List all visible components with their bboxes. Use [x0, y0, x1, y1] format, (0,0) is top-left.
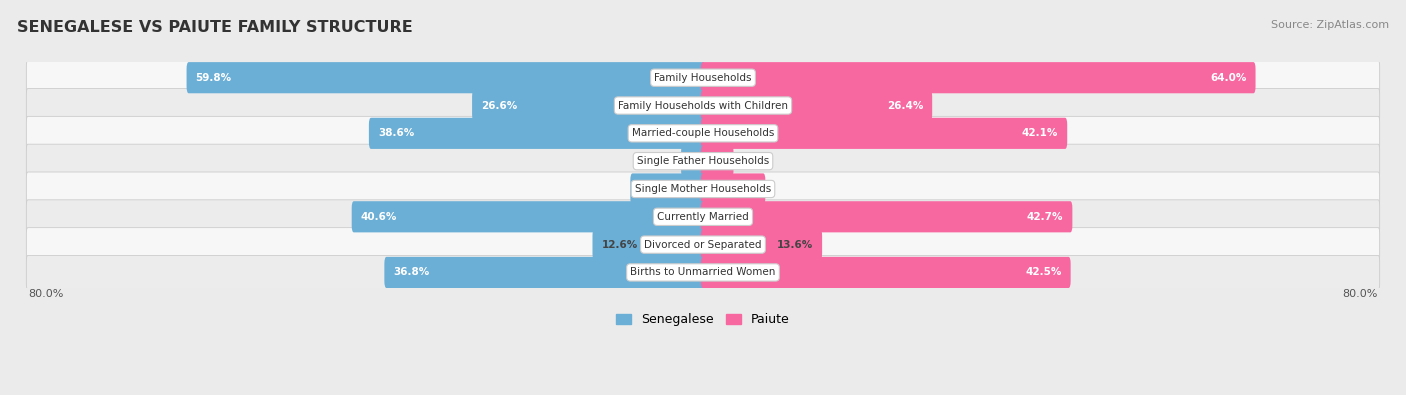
Text: Family Households with Children: Family Households with Children — [619, 100, 787, 111]
FancyBboxPatch shape — [27, 61, 1379, 95]
FancyBboxPatch shape — [700, 90, 932, 121]
Text: Currently Married: Currently Married — [657, 212, 749, 222]
FancyBboxPatch shape — [700, 146, 734, 177]
FancyBboxPatch shape — [700, 257, 1070, 288]
Text: Source: ZipAtlas.com: Source: ZipAtlas.com — [1271, 20, 1389, 30]
Text: SENEGALESE VS PAIUTE FAMILY STRUCTURE: SENEGALESE VS PAIUTE FAMILY STRUCTURE — [17, 20, 412, 35]
FancyBboxPatch shape — [592, 229, 706, 260]
FancyBboxPatch shape — [700, 118, 1067, 149]
Text: 80.0%: 80.0% — [28, 289, 63, 299]
Text: 64.0%: 64.0% — [1211, 73, 1247, 83]
FancyBboxPatch shape — [27, 228, 1379, 261]
Text: 42.5%: 42.5% — [1025, 267, 1062, 277]
FancyBboxPatch shape — [681, 146, 706, 177]
Text: 40.6%: 40.6% — [361, 212, 396, 222]
FancyBboxPatch shape — [700, 201, 1073, 232]
FancyBboxPatch shape — [27, 200, 1379, 234]
Text: Births to Unmarried Women: Births to Unmarried Women — [630, 267, 776, 277]
Text: 80.0%: 80.0% — [1343, 289, 1378, 299]
FancyBboxPatch shape — [368, 118, 706, 149]
FancyBboxPatch shape — [630, 173, 706, 205]
Text: 2.3%: 2.3% — [690, 156, 718, 166]
Text: 13.6%: 13.6% — [778, 240, 813, 250]
FancyBboxPatch shape — [27, 144, 1379, 178]
FancyBboxPatch shape — [700, 229, 823, 260]
Text: 42.7%: 42.7% — [1026, 212, 1063, 222]
FancyBboxPatch shape — [384, 257, 706, 288]
FancyBboxPatch shape — [187, 62, 706, 93]
Legend: Senegalese, Paiute: Senegalese, Paiute — [612, 308, 794, 331]
Text: 59.8%: 59.8% — [195, 73, 232, 83]
Text: Divorced or Separated: Divorced or Separated — [644, 240, 762, 250]
FancyBboxPatch shape — [27, 88, 1379, 122]
Text: Single Father Households: Single Father Households — [637, 156, 769, 166]
FancyBboxPatch shape — [700, 173, 765, 205]
Text: Married-couple Households: Married-couple Households — [631, 128, 775, 138]
FancyBboxPatch shape — [352, 201, 706, 232]
Text: Family Households: Family Households — [654, 73, 752, 83]
FancyBboxPatch shape — [27, 172, 1379, 206]
Text: 8.2%: 8.2% — [640, 184, 668, 194]
FancyBboxPatch shape — [27, 117, 1379, 150]
FancyBboxPatch shape — [472, 90, 706, 121]
Text: 3.3%: 3.3% — [696, 156, 724, 166]
Text: 38.6%: 38.6% — [378, 128, 415, 138]
Text: 26.6%: 26.6% — [481, 100, 517, 111]
Text: 7.0%: 7.0% — [727, 184, 756, 194]
FancyBboxPatch shape — [700, 62, 1256, 93]
Text: 36.8%: 36.8% — [394, 267, 430, 277]
Text: 26.4%: 26.4% — [887, 100, 924, 111]
Text: 42.1%: 42.1% — [1022, 128, 1059, 138]
Text: Single Mother Households: Single Mother Households — [636, 184, 770, 194]
FancyBboxPatch shape — [27, 256, 1379, 290]
Text: 12.6%: 12.6% — [602, 240, 638, 250]
